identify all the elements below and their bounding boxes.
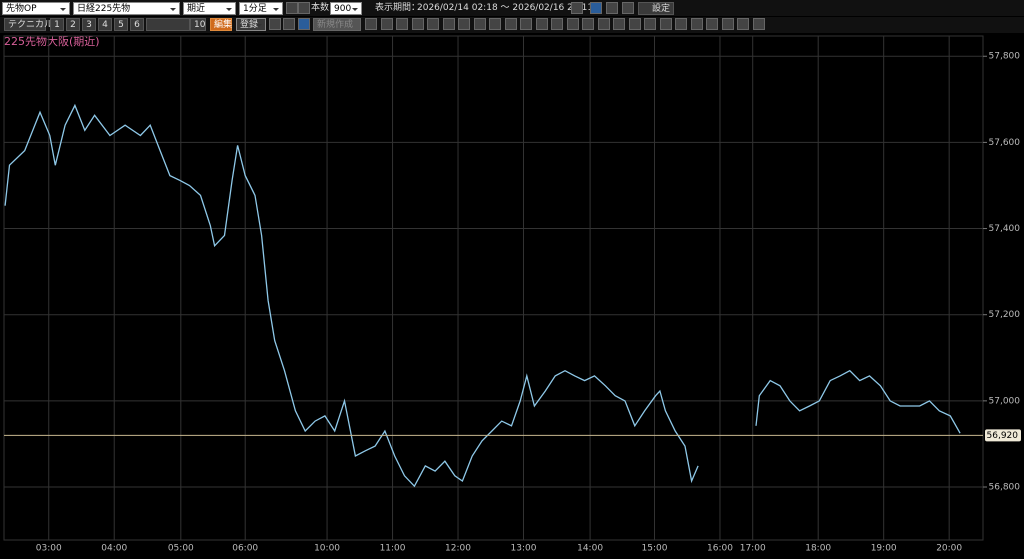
tab[interactable]: 4	[98, 18, 112, 31]
tab[interactable]	[146, 18, 190, 31]
y-tick-label: 57,800	[989, 52, 1021, 62]
y-tick-label: 57,000	[989, 396, 1021, 406]
x-tick-label: 19:00	[871, 544, 897, 554]
tool-icon[interactable]	[458, 18, 470, 30]
dropdown[interactable]: 1分足	[239, 2, 283, 15]
tool-icon[interactable]	[597, 18, 610, 30]
tool-icon[interactable]	[721, 18, 734, 30]
tool-icon[interactable]	[535, 18, 548, 30]
x-tick-label: 06:00	[232, 544, 258, 554]
x-tick-label: 16:00	[707, 544, 733, 554]
dropdown[interactable]: 日経225先物	[73, 2, 180, 15]
x-tick-label: 11:00	[380, 544, 406, 554]
x-tick-label: 14:00	[577, 544, 603, 554]
tool-icon[interactable]	[396, 18, 408, 30]
x-tick-label: 13:00	[511, 544, 537, 554]
y-tick-label: 57,400	[989, 224, 1021, 234]
icon-button[interactable]	[590, 2, 602, 14]
tool-icon[interactable]	[659, 18, 672, 30]
tab[interactable]: 1	[50, 18, 64, 31]
tool-icon[interactable]	[613, 18, 625, 30]
settings-button[interactable]: 設定	[638, 2, 674, 15]
x-tick-label: 17:00	[740, 544, 766, 554]
icon-button[interactable]	[622, 2, 634, 14]
x-tick-label: 18:00	[805, 544, 831, 554]
y-tick-label: 57,200	[989, 310, 1021, 320]
tool-icon[interactable]	[473, 18, 486, 30]
last-price-label: 56,920	[987, 431, 1019, 441]
tool-icon[interactable]	[504, 18, 517, 30]
tool-icon[interactable]	[706, 18, 718, 30]
chart-title: 225先物大阪(期近)	[4, 34, 100, 48]
dropdown[interactable]: 期近	[183, 2, 236, 15]
tool-icon[interactable]	[566, 18, 579, 30]
tool-icon[interactable]	[582, 18, 594, 30]
chart: 225先物大阪(期近) 56,800 57,000 57,200 57,400 57,6…	[3, 34, 1021, 554]
y-tick-label: 56,800	[989, 483, 1021, 493]
tool-icon[interactable]	[644, 18, 656, 30]
tool-icon[interactable]	[365, 18, 377, 30]
label: 表示期間：	[375, 3, 421, 13]
price-line	[4, 103, 961, 488]
tool-icon[interactable]	[752, 18, 765, 30]
icon-button[interactable]	[298, 18, 310, 30]
tab[interactable]: テクニカル	[4, 18, 53, 31]
count-input[interactable]: 900	[330, 2, 362, 15]
tool-icon[interactable]	[427, 18, 439, 30]
tool-icon[interactable]	[551, 18, 563, 30]
toolbar-row: 先物OP 日経225先物 期近 1分足 本数 900 表示期間： 2026/02…	[0, 0, 1024, 16]
next-button[interactable]	[298, 2, 310, 14]
tool-icon[interactable]	[628, 18, 641, 30]
tool-icon[interactable]	[737, 18, 749, 30]
tool-icon[interactable]	[411, 18, 424, 30]
period: 2026/02/14 02:18 ～ 2026/02/16 20:11	[417, 3, 594, 13]
y-tick-label: 57,600	[989, 138, 1021, 148]
icon-button[interactable]	[269, 18, 281, 30]
tab[interactable]: 6	[130, 18, 144, 31]
x-tick-label: 20:00	[936, 544, 962, 554]
tool-icon[interactable]	[675, 18, 687, 30]
toolbar-row: テクニカル 1 2 3 4 5 6 10 編集 登録 新規作成	[0, 17, 1024, 33]
tool-icon[interactable]	[690, 18, 703, 30]
label: 本数	[311, 3, 330, 13]
x-tick-label: 04:00	[101, 544, 127, 554]
new-button[interactable]: 新規作成	[313, 18, 361, 31]
prev-button[interactable]	[286, 2, 298, 14]
x-tick-label: 10:00	[314, 544, 340, 554]
tab[interactable]: 5	[114, 18, 128, 31]
x-tick-label: 15:00	[642, 544, 668, 554]
tool-icon[interactable]	[442, 18, 455, 30]
tool-icon[interactable]	[520, 18, 532, 30]
tab[interactable]: 10	[190, 18, 206, 31]
icon-button[interactable]	[571, 2, 583, 14]
dropdown[interactable]: 先物OP	[2, 2, 70, 15]
tab[interactable]: 2	[66, 18, 80, 31]
icon-button[interactable]	[606, 2, 618, 14]
x-tick-label: 05:00	[168, 544, 194, 554]
tool-icon[interactable]	[489, 18, 501, 30]
x-tick-label: 12:00	[445, 544, 471, 554]
x-tick-label: 03:00	[36, 544, 62, 554]
tool-icon[interactable]	[380, 18, 393, 30]
plot-area	[3, 35, 984, 541]
tab[interactable]: 3	[82, 18, 96, 31]
last-price-box	[985, 429, 1021, 442]
icon-button[interactable]	[283, 18, 295, 30]
edit-button[interactable]: 編集	[210, 18, 232, 31]
dropdown[interactable]: 登録	[236, 18, 266, 31]
